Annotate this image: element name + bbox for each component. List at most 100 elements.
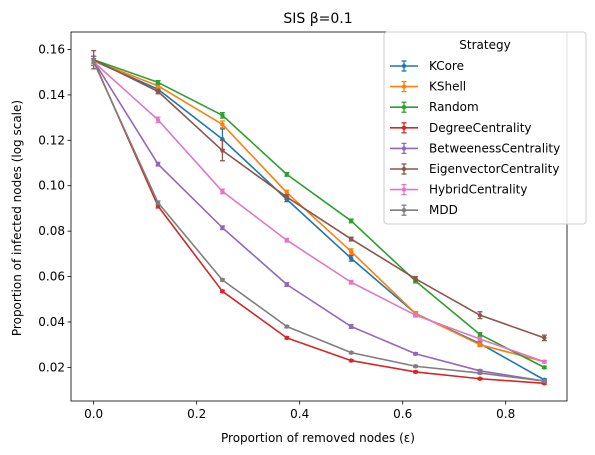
data-point [413, 312, 418, 318]
series-line-eigenvectorcentrality [93, 58, 545, 339]
y-tick-label: 0.08 [38, 224, 65, 238]
data-point [542, 359, 547, 364]
data-point [348, 236, 354, 242]
data-point [91, 59, 96, 65]
legend-item-degreecentrality: DegreeCentrality [390, 121, 532, 135]
y-axis-ticks: 0.02 0.04 0.06 0.08 0.10 0.12 0.14 0.16 [38, 42, 71, 374]
legend-title: Strategy [459, 38, 510, 52]
x-tick-label: 0.0 [84, 407, 103, 421]
legend-frame [383, 31, 587, 225]
y-axis-label: Proportion of infected nodes (log scale) [10, 100, 24, 336]
data-point [477, 336, 483, 342]
data-point [220, 277, 225, 283]
legend: Strategy KCore KShell Random DegreeCentrali… [383, 31, 587, 225]
y-tick-label: 0.16 [38, 42, 65, 56]
x-axis-label: Proportion of removed nodes (ε) [221, 431, 415, 445]
series-line-hybridcentrality [93, 61, 545, 363]
y-tick-label: 0.12 [38, 133, 65, 147]
legend-marker [401, 187, 407, 192]
data-point [413, 364, 418, 369]
legend-label: KShell [429, 80, 466, 94]
data-point [220, 289, 225, 294]
legend-marker [401, 125, 407, 130]
data-point [413, 276, 418, 282]
data-point [477, 312, 483, 318]
series-layer [91, 49, 547, 386]
data-point [413, 351, 418, 356]
series-line-mdd [92, 61, 545, 382]
data-point [413, 369, 418, 375]
x-tick-label: 0.8 [496, 407, 515, 421]
data-point [284, 335, 290, 341]
data-point [155, 117, 161, 123]
data-point [155, 80, 161, 85]
legend-item-eigenvectorcentrality: EigenvectorCentrality [390, 162, 559, 176]
x-tick-label: 0.2 [187, 407, 206, 421]
data-point [284, 194, 290, 200]
data-point [284, 238, 290, 243]
legend-label: Random [429, 100, 479, 114]
x-tick-label: 0.4 [290, 407, 309, 421]
data-point [155, 89, 161, 94]
series-line-kshell [93, 60, 545, 363]
legend-marker [401, 146, 407, 151]
data-point [542, 378, 547, 384]
data-point [477, 376, 483, 381]
data-point [220, 113, 225, 118]
series-line-random [93, 58, 545, 369]
legend-marker [401, 105, 407, 110]
legend-item-kcore: KCore [390, 59, 464, 73]
legend-label: MDD [429, 203, 458, 217]
legend-label: DegreeCentrality [429, 121, 532, 135]
data-point [220, 225, 225, 230]
legend-marker [401, 166, 407, 172]
data-point [477, 342, 483, 347]
legend-marker [401, 63, 407, 69]
x-tick-label: 0.6 [393, 407, 412, 421]
y-tick-label: 0.14 [38, 88, 65, 102]
data-point [155, 161, 161, 167]
data-point [348, 249, 354, 254]
y-tick-label: 0.04 [38, 315, 65, 329]
legend-label: BetweenessCentrality [429, 141, 560, 155]
data-point [284, 324, 290, 329]
legend-item-betweenesscentrality: BetweenessCentrality [390, 141, 560, 155]
data-point [220, 189, 225, 194]
series-line-degreecentrality [92, 60, 545, 385]
data-point [542, 365, 547, 370]
legend-marker [401, 208, 407, 213]
data-point [220, 148, 225, 153]
y-tick-label: 0.10 [38, 179, 65, 193]
data-point [348, 350, 354, 355]
data-point [348, 324, 354, 329]
series-line-kcore [93, 60, 545, 381]
chart-title: SIS β=0.1 [283, 11, 352, 27]
data-point [477, 370, 483, 376]
y-tick-label: 0.02 [38, 360, 65, 374]
legend-item-mdd: MDD [390, 203, 458, 217]
legend-label: EigenvectorCentrality [429, 162, 559, 176]
data-point [542, 335, 547, 341]
series-line-betweenesscentrality [92, 60, 545, 382]
data-point [348, 256, 354, 261]
legend-item-kshell: KShell [390, 80, 466, 94]
x-axis-ticks: 0.0 0.2 0.4 0.6 0.8 [84, 401, 515, 421]
series-mdd [91, 57, 547, 384]
data-point [155, 200, 161, 205]
legend-label: HybridCentrality [429, 183, 527, 197]
legend-label: KCore [429, 59, 464, 73]
y-tick-label: 0.06 [38, 270, 65, 284]
legend-item-hybridcentrality: HybridCentrality [390, 183, 527, 197]
legend-marker [401, 84, 407, 89]
data-point [284, 190, 290, 195]
data-point [284, 282, 290, 287]
data-point [284, 172, 290, 177]
data-point [348, 218, 354, 224]
data-point [477, 332, 483, 337]
data-point [348, 358, 354, 363]
data-point [220, 122, 225, 127]
legend-item-random: Random [390, 100, 479, 114]
data-point [348, 280, 354, 285]
legend-items: KCore KShell Random DegreeCentrality Between… [390, 59, 560, 217]
